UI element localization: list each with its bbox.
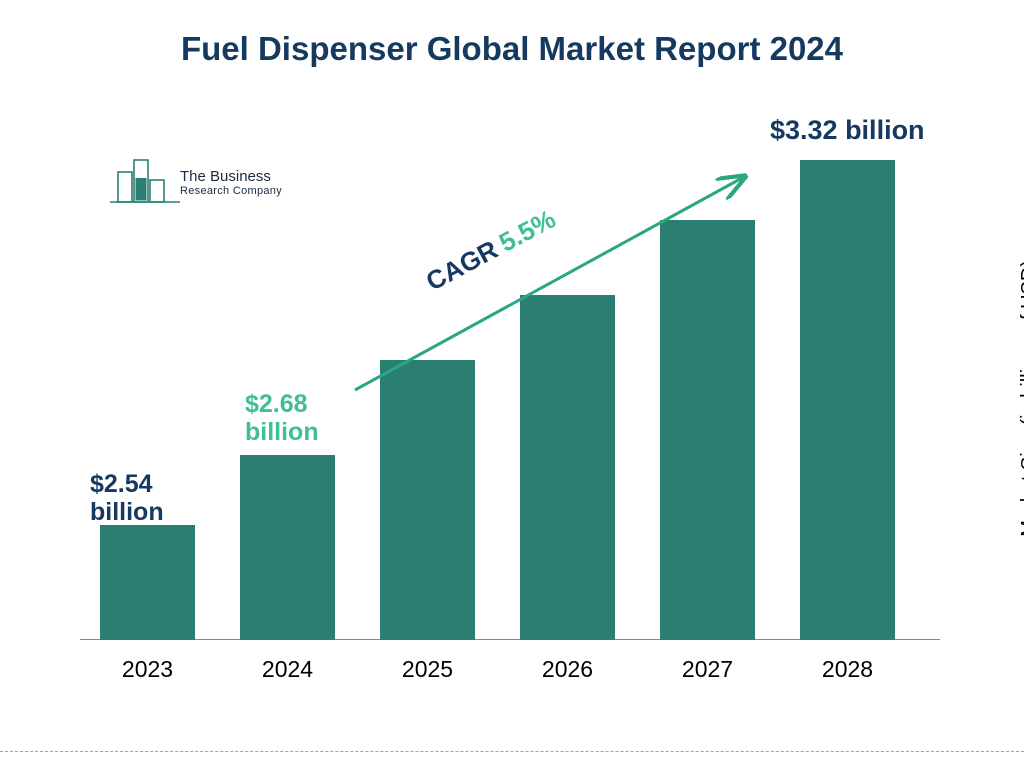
y-axis-title: Market Size (in billions of USD) (1018, 260, 1024, 537)
x-axis-labels: 2023 2024 2025 2026 2027 2028 (90, 646, 930, 690)
bar (800, 160, 895, 640)
bar (100, 525, 195, 640)
chart-title: Fuel Dispenser Global Market Report 2024 (0, 30, 1024, 68)
x-tick-label: 2028 (800, 656, 895, 683)
x-tick-label: 2025 (380, 656, 475, 683)
x-tick-label: 2026 (520, 656, 615, 683)
x-tick-label: 2024 (240, 656, 335, 683)
bar-chart: 2023 2024 2025 2026 2027 2028 (90, 130, 930, 690)
x-tick-label: 2027 (660, 656, 755, 683)
x-tick-label: 2023 (100, 656, 195, 683)
plot-area (90, 130, 930, 640)
footer-dashed-line (0, 751, 1024, 752)
bar (660, 220, 755, 640)
bar (240, 455, 335, 640)
value-label: $2.68billion (245, 390, 319, 446)
bar (380, 360, 475, 640)
value-label: $3.32 billion (770, 115, 925, 145)
value-label: $2.54billion (90, 470, 164, 526)
chart-frame: Fuel Dispenser Global Market Report 2024… (0, 0, 1024, 768)
bar (520, 295, 615, 640)
